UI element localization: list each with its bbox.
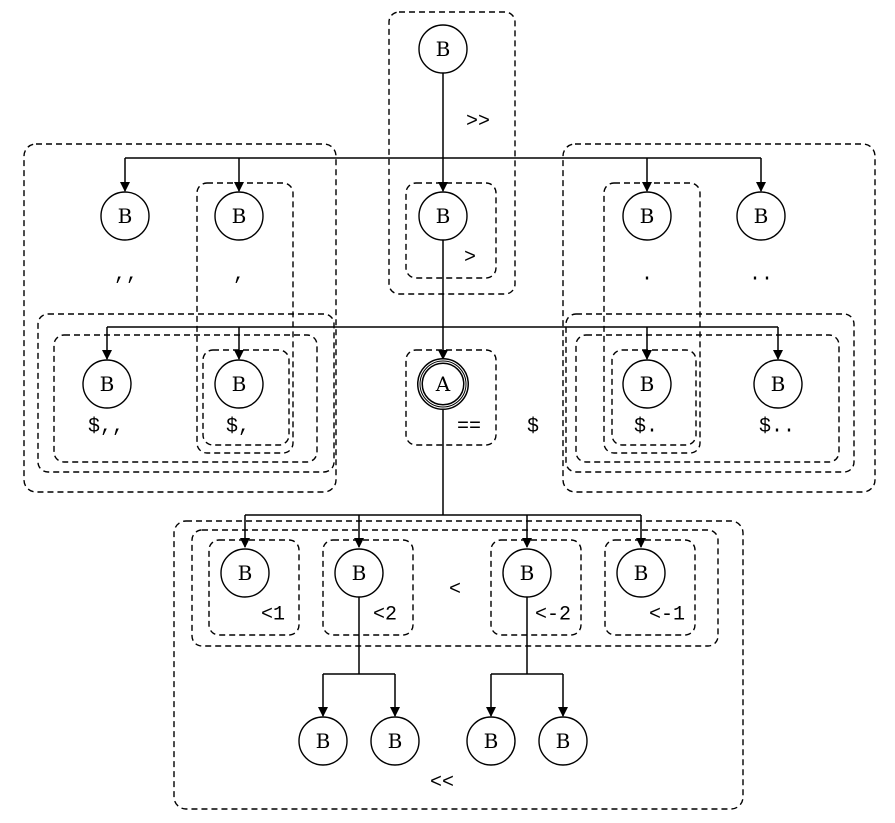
node-dollar-dot1: B	[622, 359, 672, 409]
label-lt-neg2: <-2	[535, 604, 571, 627]
node-lt-neg2: B	[502, 548, 552, 598]
box-lt-neg2	[490, 539, 582, 636]
box-comma-outer	[23, 143, 337, 493]
box-double-gt	[388, 11, 516, 295]
label-gt: >	[464, 247, 476, 270]
node-label: B	[520, 561, 535, 585]
box-dollar-comma1	[202, 349, 290, 446]
label-comma1: ,	[233, 264, 245, 287]
group-boxes	[23, 11, 876, 810]
node-label: B	[640, 204, 655, 228]
node-label: B	[640, 372, 655, 396]
node-label: B	[100, 372, 115, 396]
label-dollar-dot2: $..	[759, 416, 795, 439]
node-comma2: B	[100, 191, 150, 241]
node-label: A	[435, 372, 451, 396]
node-label: B	[771, 372, 786, 396]
label-dollar-comma1: $,	[226, 416, 250, 439]
node-label: B	[352, 561, 367, 585]
node-dollar-comma1: B	[214, 359, 264, 409]
node-top: B	[418, 24, 468, 74]
label-dollar-dot1: $.	[634, 416, 658, 439]
label-dollar-comma2: $,,	[88, 416, 124, 439]
node-lt-neg2-child2: B	[538, 716, 588, 766]
edges	[102, 73, 783, 717]
node-lt-neg1: B	[616, 548, 666, 598]
node-dollar-dot2: B	[753, 359, 803, 409]
box-lt1	[208, 539, 300, 636]
node-gt: B	[418, 191, 468, 241]
box-gt	[405, 182, 497, 279]
node-dot2: B	[736, 191, 786, 241]
node-lt2-child1: B	[298, 716, 348, 766]
node-label: B	[436, 37, 451, 61]
node-dollar-comma2: B	[82, 359, 132, 409]
label-lt: <	[449, 579, 461, 602]
label-comma2: ,,	[114, 264, 138, 287]
box-dot-outer	[562, 143, 876, 493]
node-label: B	[634, 561, 649, 585]
nodes: B B B B B B B B	[82, 24, 803, 766]
node-label: B	[232, 204, 247, 228]
group-labels: >> > ,, , . .. $,, $, == $ $. $.. <1 <2 …	[88, 111, 795, 795]
node-dot1: B	[622, 191, 672, 241]
label-lt2: <2	[373, 604, 397, 627]
label-double-lt: <<	[430, 772, 454, 795]
node-lt2-child2: B	[370, 716, 420, 766]
box-comma1	[196, 182, 294, 454]
node-label: B	[238, 561, 253, 585]
node-label: B	[436, 204, 451, 228]
box-double-lt	[173, 520, 744, 810]
node-label: B	[316, 729, 331, 753]
box-lt	[191, 529, 719, 647]
label-dot1: .	[641, 264, 653, 287]
node-label: B	[556, 729, 571, 753]
node-root: A	[417, 358, 469, 410]
label-lt-neg1: <-1	[649, 604, 685, 627]
box-dollar-dot2	[575, 334, 840, 463]
node-label: B	[484, 729, 499, 753]
node-label: B	[754, 204, 769, 228]
box-dollar-dot-outer	[565, 313, 855, 473]
box-dollar-comma2	[53, 334, 318, 463]
node-label: B	[118, 204, 133, 228]
box-lt-neg1	[604, 539, 696, 636]
node-label: B	[232, 372, 247, 396]
node-lt-neg2-child1: B	[466, 716, 516, 766]
label-equals: ==	[457, 416, 481, 439]
label-dot2: ..	[749, 264, 773, 287]
box-dollar-comma-outer	[37, 313, 335, 473]
node-lt1: B	[220, 548, 270, 598]
node-lt2: B	[334, 548, 384, 598]
node-label: B	[388, 729, 403, 753]
box-dot1	[603, 182, 701, 454]
box-equals	[405, 349, 497, 446]
label-lt1: <1	[261, 604, 285, 627]
node-comma1: B	[214, 191, 264, 241]
label-dollar: $	[527, 416, 539, 439]
box-dollar-dot1	[611, 349, 697, 446]
box-lt2	[322, 539, 414, 636]
label-double-gt: >>	[466, 111, 490, 134]
